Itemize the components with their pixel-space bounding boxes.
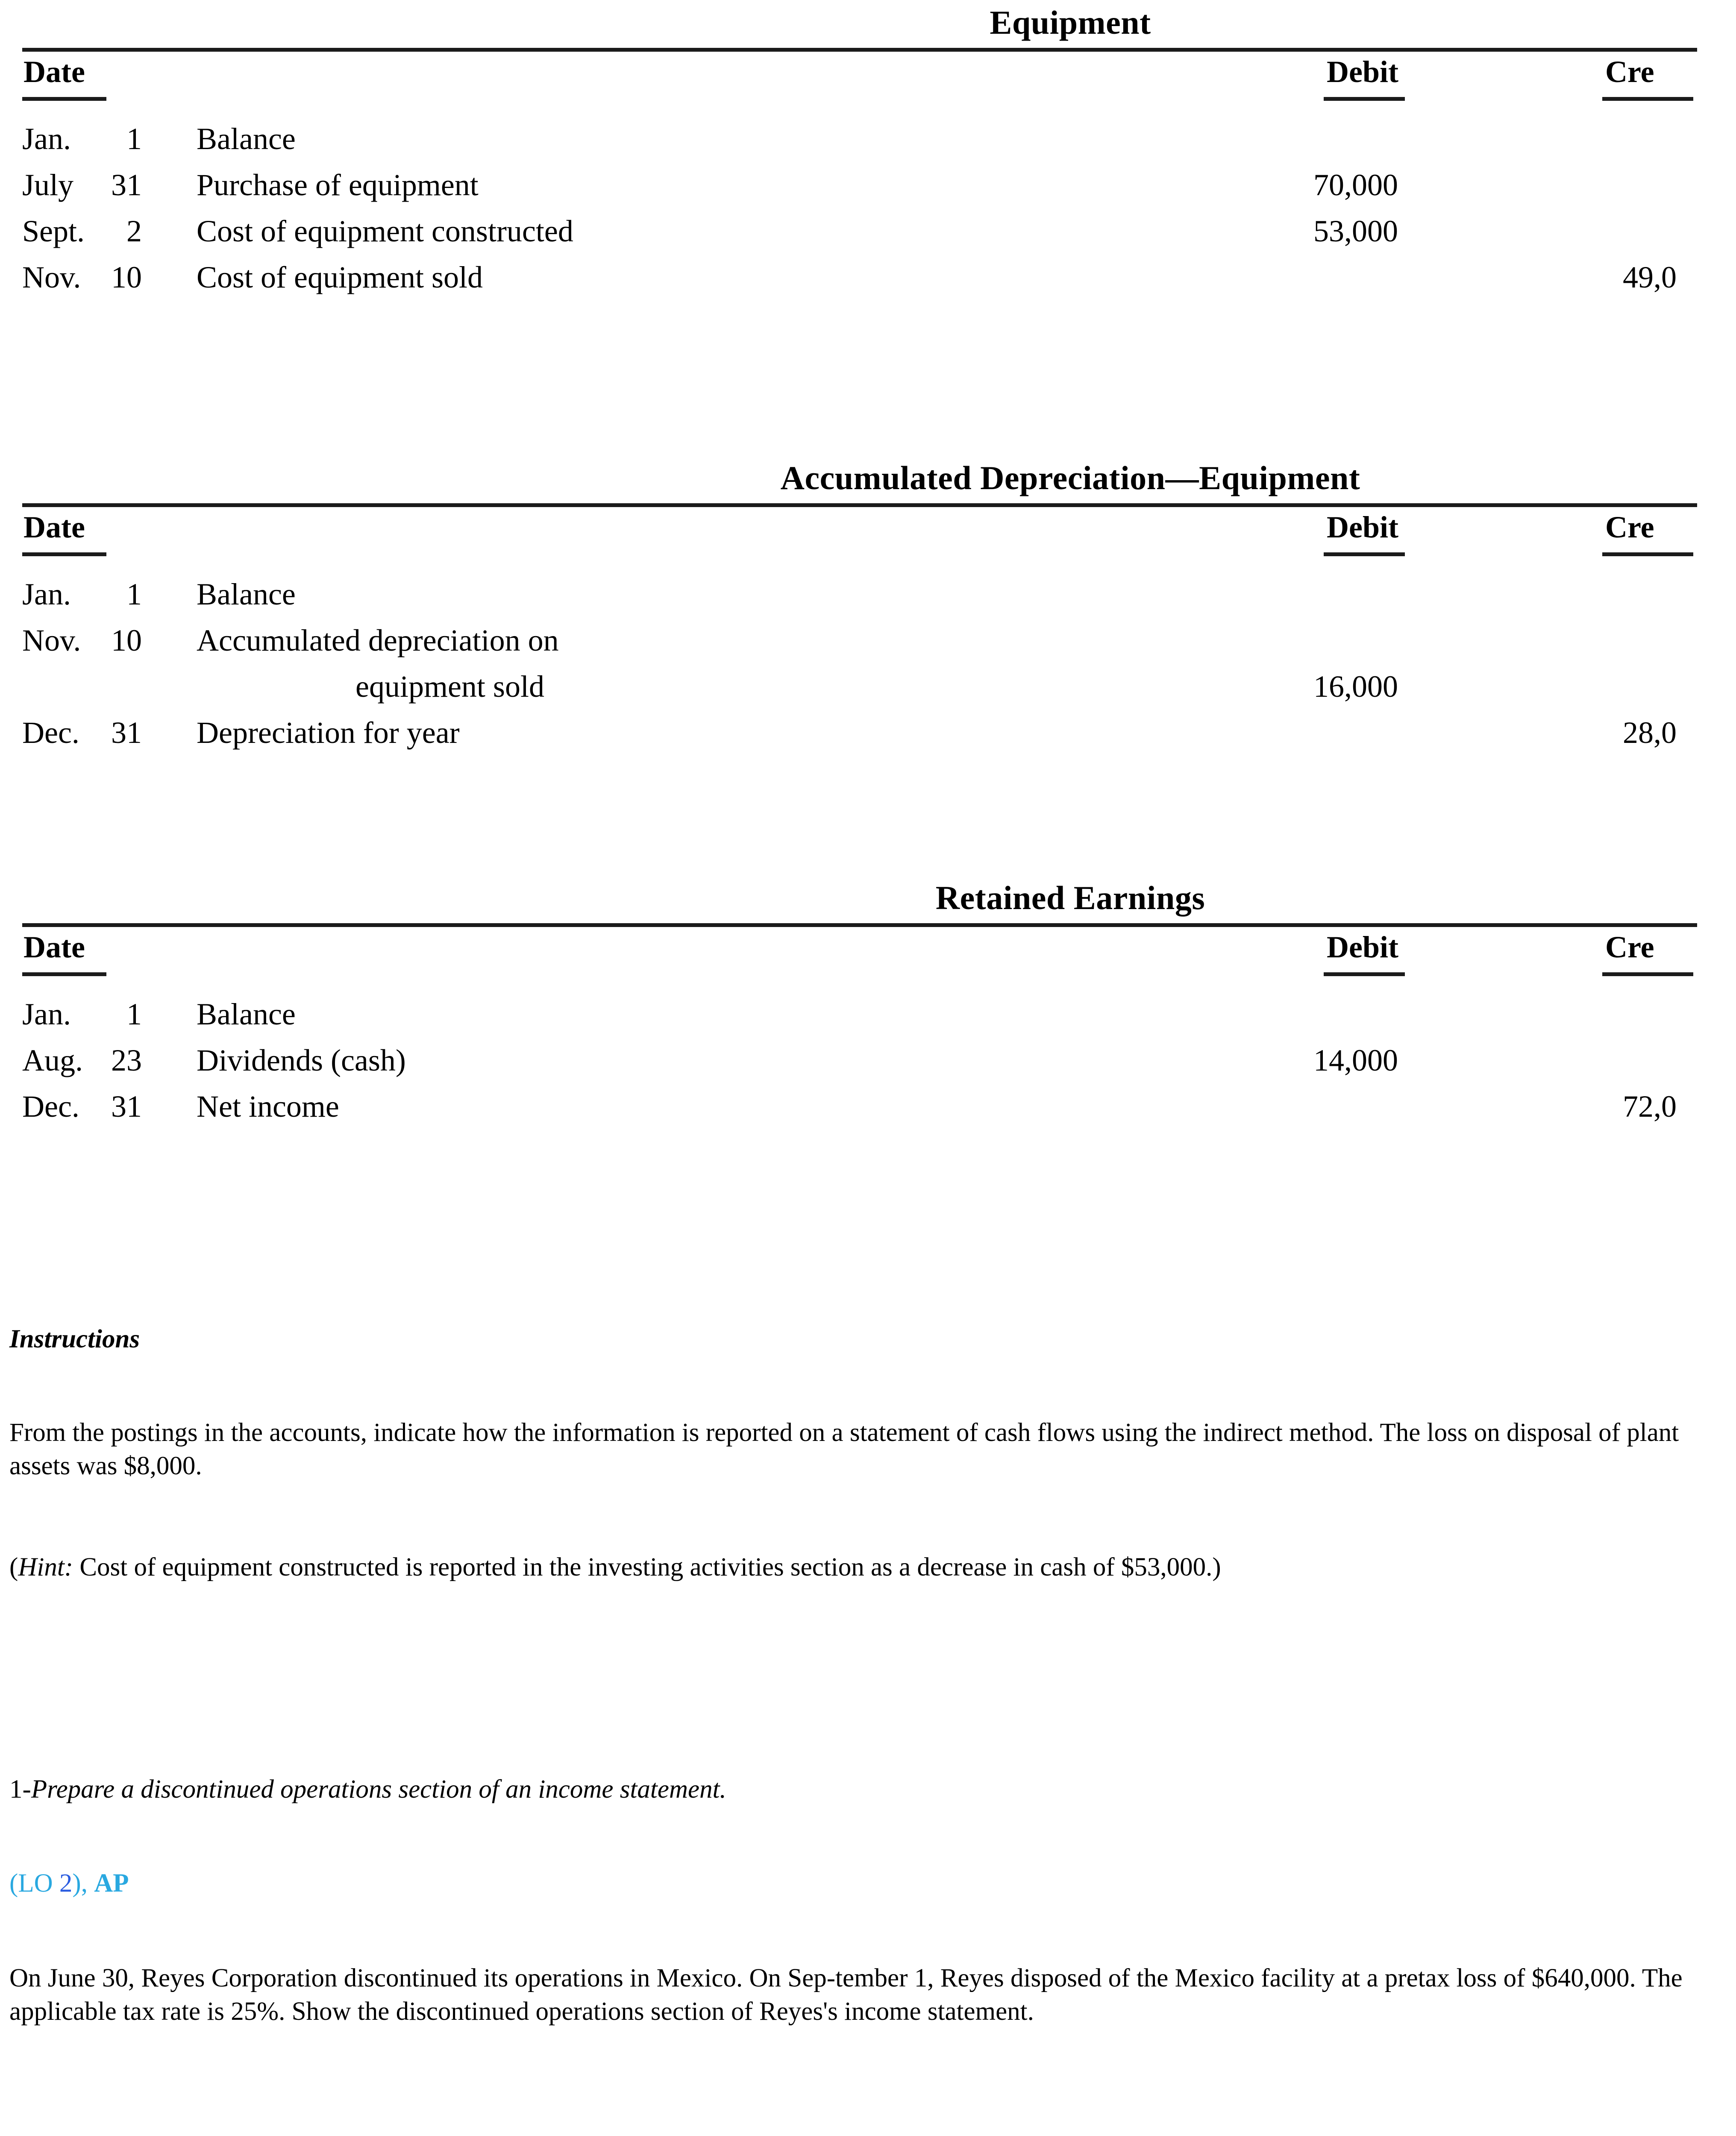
account-title: Equipment [990,4,1151,41]
row-description: Cost of equipment sold [197,260,483,294]
credit-header-underline [1602,97,1693,101]
column-header-debit: Debit [1327,55,1398,89]
table-row: equipment sold 16,000 [0,671,1736,702]
table-row: Jan. 1 Balance [0,123,1736,154]
date-header-underline [22,97,106,101]
lo-close: ), [72,1869,94,1898]
table-row: Aug. 23 Dividends (cash) 14,000 [0,1045,1736,1076]
table-row: Dec. 31 Net income 72,0 [0,1091,1736,1122]
row-day: 2 [126,214,142,248]
row-debit: 16,000 [1313,669,1398,704]
table-row: Jan. 1 Balance [0,579,1736,610]
row-description: Balance [197,577,296,611]
column-header-credit: Cre [1605,510,1654,544]
row-credit: 72,0 [1623,1089,1677,1124]
credit-header-underline [1602,552,1693,556]
debit-header-underline [1324,552,1405,556]
table-row: Jan. 1 Balance [0,999,1736,1030]
debit-header-underline [1324,97,1405,101]
exercise-1-title: Prepare a discontinued operations sectio… [31,1775,726,1804]
row-debit: 70,000 [1313,168,1398,202]
exercise-1-body: On June 30, Reyes Corporation discontinu… [9,1964,1683,2026]
instructions-heading: Instructions [9,1325,140,1353]
date-header-underline [22,972,106,976]
column-header-date: Date [23,930,85,964]
row-description: equipment sold [355,669,544,704]
lo-open: (LO [9,1869,59,1898]
table-row: Nov. 10 Accumulated depreciation on [0,625,1736,656]
row-month: Nov. [22,623,81,657]
instructions-hint: (Hint: Cost of equipment constructed is … [9,1551,1693,1584]
row-month: Jan. [22,997,71,1031]
row-day: 23 [111,1043,142,1077]
row-day: 31 [111,1089,142,1124]
row-month: Jan. [22,577,71,611]
column-header-credit: Cre [1605,55,1654,89]
row-debit: 53,000 [1313,214,1398,248]
row-month: Nov. [22,260,81,294]
hint-open-paren: ( [9,1553,18,1581]
column-header-date: Date [23,55,85,89]
row-month: July [22,168,74,202]
table-row: Dec. 31 Depreciation for year 28,0 [0,717,1736,748]
row-description: Dividends (cash) [197,1043,406,1077]
table-row: Nov. 10 Cost of equipment sold 49,0 [0,262,1736,293]
table-row: July 31 Purchase of equipment 70,000 [0,170,1736,200]
row-day: 31 [111,168,142,202]
column-header-date: Date [23,510,85,544]
table-top-rule [22,923,1697,927]
account-title: Accumulated Depreciation—Equipment [780,459,1360,496]
table-top-rule [22,48,1697,52]
exercise-1-learning-objective: (LO 2), AP [9,1867,129,1900]
column-header-debit: Debit [1327,510,1398,544]
row-month: Aug. [22,1043,83,1077]
row-description: Net income [197,1089,339,1124]
row-month: Jan. [22,122,71,156]
row-description: Accumulated depreciation on [197,623,559,657]
row-description: Depreciation for year [197,716,460,750]
lo-code: AP [94,1869,129,1898]
row-description: Balance [197,997,296,1031]
row-description: Purchase of equipment [197,168,479,202]
row-day: 31 [111,716,142,750]
exercise-1-heading: 1-Prepare a discontinued operations sect… [9,1773,1693,1806]
row-description: Balance [197,122,296,156]
row-day: 1 [126,997,142,1031]
row-debit: 14,000 [1313,1043,1398,1077]
row-month: Dec. [22,716,79,750]
hint-body: Cost of equipment constructed is reporte… [73,1553,1221,1581]
debit-header-underline [1324,972,1405,976]
exercise-1-number: 1- [9,1775,31,1804]
table-row: Sept. 2 Cost of equipment constructed 53… [0,216,1736,246]
column-header-credit: Cre [1605,930,1654,964]
table-top-rule [22,503,1697,507]
instructions-paragraph: From the postings in the accounts, indic… [9,1418,1679,1480]
date-header-underline [22,552,106,556]
row-day: 1 [126,122,142,156]
row-description: Cost of equipment constructed [197,214,573,248]
row-month: Sept. [22,214,85,248]
row-credit: 28,0 [1623,716,1677,750]
row-day: 10 [111,260,142,294]
credit-header-underline [1602,972,1693,976]
column-header-debit: Debit [1327,930,1398,964]
lo-number: 2 [59,1869,73,1898]
row-credit: 49,0 [1623,260,1677,294]
row-day: 10 [111,623,142,657]
account-title: Retained Earnings [935,879,1205,916]
row-day: 1 [126,577,142,611]
hint-label: Hint: [18,1553,73,1581]
row-month: Dec. [22,1089,79,1124]
